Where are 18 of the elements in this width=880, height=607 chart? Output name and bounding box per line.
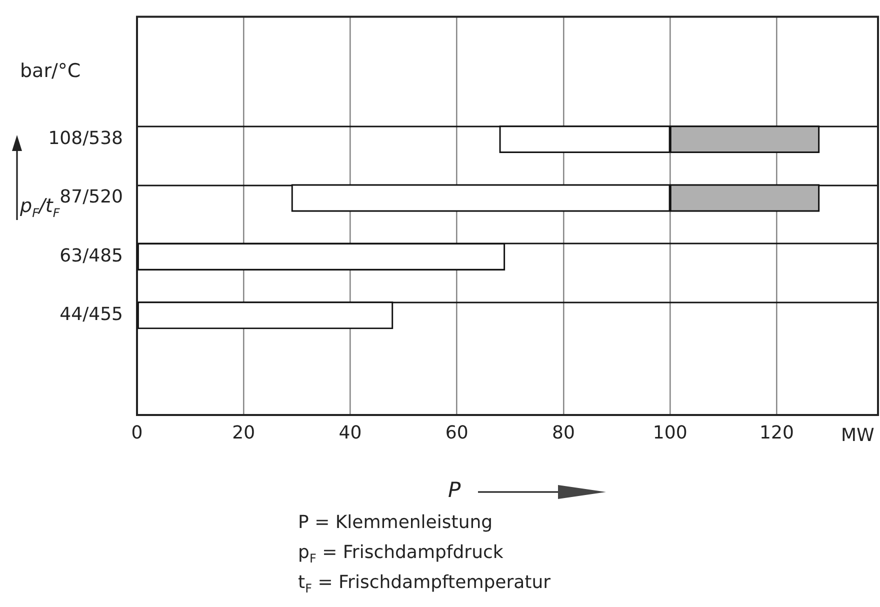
x-tick-label: 0 [131, 422, 143, 444]
x-tick-label: 20 [232, 422, 256, 444]
x-tick-label: 40 [338, 422, 362, 444]
y-tick-label: 44/455 [60, 304, 123, 326]
x-tick-label: 120 [760, 422, 794, 444]
y-tick-label: 87/520 [60, 186, 123, 208]
text: P = Klemmenleistung [298, 512, 493, 533]
y-tick-label: 108/538 [48, 128, 123, 149]
text: bar/°C [20, 60, 81, 82]
text: p$_{F}$ = Frischdampfdruck [298, 542, 504, 566]
x-axis-title: P [448, 478, 461, 502]
text: t$_{F}$ = Frischdampftemperatur [298, 572, 551, 596]
x-tick-label: 80 [552, 422, 575, 444]
y-tick-label: 63/485 [60, 245, 123, 266]
x-tick-label: 100 [652, 422, 688, 444]
text: MW [841, 425, 874, 446]
y-axis-title: p$_{F}$/t$_{F}$ [20, 195, 60, 220]
x-tick-label: 60 [445, 422, 468, 444]
